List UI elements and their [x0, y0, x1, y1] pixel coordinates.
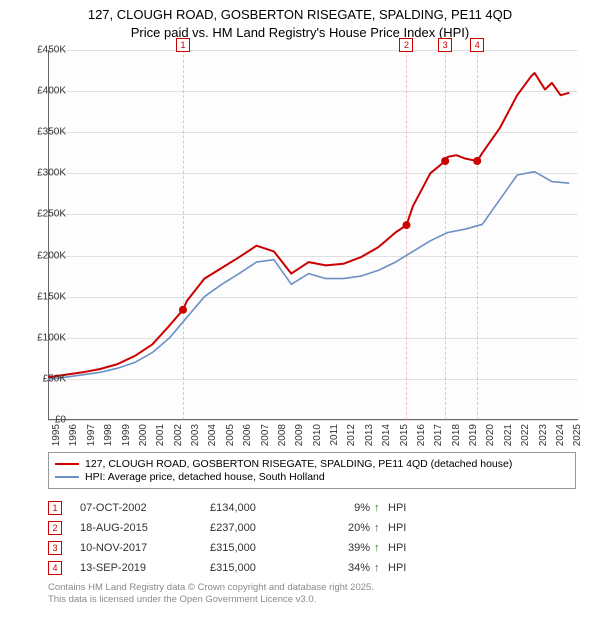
sale-dot	[403, 221, 411, 229]
row-index-box: 3	[48, 541, 62, 555]
footer-line1: Contains HM Land Registry data © Crown c…	[48, 582, 374, 594]
y-axis-label: £100K	[22, 332, 66, 343]
footer-attribution: Contains HM Land Registry data © Crown c…	[48, 582, 374, 607]
x-axis-label: 2025	[572, 424, 583, 446]
row-index-box: 2	[48, 521, 62, 535]
x-axis-label: 2013	[364, 424, 375, 446]
row-suffix: HPI	[388, 522, 406, 534]
sale-dot	[179, 306, 187, 314]
transaction-marker-box: 2	[399, 38, 413, 52]
arrow-up-icon: ↑	[374, 562, 388, 574]
x-axis-label: 2024	[555, 424, 566, 446]
x-axis-label: 2003	[190, 424, 201, 446]
chart-svg	[48, 50, 578, 420]
row-pct: 34%	[310, 562, 374, 574]
gridline	[48, 420, 578, 421]
transaction-marker-box: 1	[176, 38, 190, 52]
x-axis-label: 2022	[520, 424, 531, 446]
legend: 127, CLOUGH ROAD, GOSBERTON RISEGATE, SP…	[48, 452, 576, 489]
row-date: 13-SEP-2019	[80, 562, 210, 574]
transaction-marker-box: 4	[470, 38, 484, 52]
x-axis-label: 2000	[138, 424, 149, 446]
transactions-table: 107-OCT-2002£134,0009%↑HPI218-AUG-2015£2…	[48, 498, 406, 578]
sale-dot	[473, 157, 481, 165]
arrow-up-icon: ↑	[374, 542, 388, 554]
chart-title: 127, CLOUGH ROAD, GOSBERTON RISEGATE, SP…	[0, 0, 600, 41]
row-price: £134,000	[210, 502, 310, 514]
x-axis-label: 2015	[399, 424, 410, 446]
x-axis-label: 2014	[381, 424, 392, 446]
title-line2: Price paid vs. HM Land Registry's House …	[0, 24, 600, 42]
y-axis-label: £350K	[22, 127, 66, 138]
y-axis-label: £300K	[22, 168, 66, 179]
x-axis-label: 2016	[416, 424, 427, 446]
row-suffix: HPI	[388, 562, 406, 574]
x-axis-label: 2006	[242, 424, 253, 446]
x-axis-label: 2010	[312, 424, 323, 446]
row-price: £315,000	[210, 562, 310, 574]
row-index-box: 4	[48, 561, 62, 575]
table-row: 2 18-AUG-2015£237,00020%↑HPI	[48, 518, 406, 538]
x-axis-label: 1999	[121, 424, 132, 446]
row-index-box: 1	[48, 501, 62, 515]
arrow-up-icon: ↑	[374, 502, 388, 514]
row-suffix: HPI	[388, 542, 406, 554]
table-row: 4 13-SEP-2019£315,00034%↑HPI	[48, 558, 406, 578]
x-axis-label: 2002	[173, 424, 184, 446]
legend-label-hpi: HPI: Average price, detached house, Sout…	[85, 471, 325, 483]
table-row: 1 07-OCT-2002£134,0009%↑HPI	[48, 498, 406, 518]
row-price: £315,000	[210, 542, 310, 554]
x-axis-label: 2001	[155, 424, 166, 446]
x-axis-label: 1997	[86, 424, 97, 446]
legend-swatch-property	[55, 463, 79, 465]
x-axis-label: 1996	[68, 424, 79, 446]
chart-plot-area: 1234	[48, 50, 578, 420]
x-axis-label: 2005	[225, 424, 236, 446]
x-axis-label: 2020	[485, 424, 496, 446]
x-axis-label: 2012	[346, 424, 357, 446]
footer-line2: This data is licensed under the Open Gov…	[48, 594, 374, 606]
row-date: 10-NOV-2017	[80, 542, 210, 554]
x-axis-label: 1998	[103, 424, 114, 446]
x-axis-label: 2018	[451, 424, 462, 446]
y-axis-label: £400K	[22, 86, 66, 97]
x-axis-label: 2019	[468, 424, 479, 446]
x-axis-label: 2007	[260, 424, 271, 446]
x-axis-label: 1995	[51, 424, 62, 446]
x-axis-label: 2009	[294, 424, 305, 446]
title-line1: 127, CLOUGH ROAD, GOSBERTON RISEGATE, SP…	[0, 6, 600, 24]
x-axis-label: 2011	[329, 424, 340, 446]
table-row: 3 10-NOV-2017£315,00039%↑HPI	[48, 538, 406, 558]
y-axis-label: £200K	[22, 250, 66, 261]
x-axis-label: 2023	[538, 424, 549, 446]
y-axis-label: £450K	[22, 45, 66, 56]
row-price: £237,000	[210, 522, 310, 534]
sale-dot	[441, 157, 449, 165]
legend-item-property: 127, CLOUGH ROAD, GOSBERTON RISEGATE, SP…	[55, 458, 569, 470]
line-property	[48, 73, 569, 377]
y-axis-label: £150K	[22, 291, 66, 302]
transaction-marker-box: 3	[438, 38, 452, 52]
y-axis-label: £50K	[22, 373, 66, 384]
arrow-up-icon: ↑	[374, 522, 388, 534]
row-date: 07-OCT-2002	[80, 502, 210, 514]
legend-label-property: 127, CLOUGH ROAD, GOSBERTON RISEGATE, SP…	[85, 458, 512, 470]
row-pct: 9%	[310, 502, 374, 514]
row-date: 18-AUG-2015	[80, 522, 210, 534]
legend-swatch-hpi	[55, 476, 79, 478]
y-axis-label: £250K	[22, 209, 66, 220]
row-suffix: HPI	[388, 502, 406, 514]
row-pct: 39%	[310, 542, 374, 554]
x-axis-label: 2008	[277, 424, 288, 446]
x-axis-label: 2004	[207, 424, 218, 446]
row-pct: 20%	[310, 522, 374, 534]
legend-item-hpi: HPI: Average price, detached house, Sout…	[55, 471, 569, 483]
x-axis-label: 2017	[433, 424, 444, 446]
line-hpi	[48, 172, 569, 379]
x-axis-label: 2021	[503, 424, 514, 446]
